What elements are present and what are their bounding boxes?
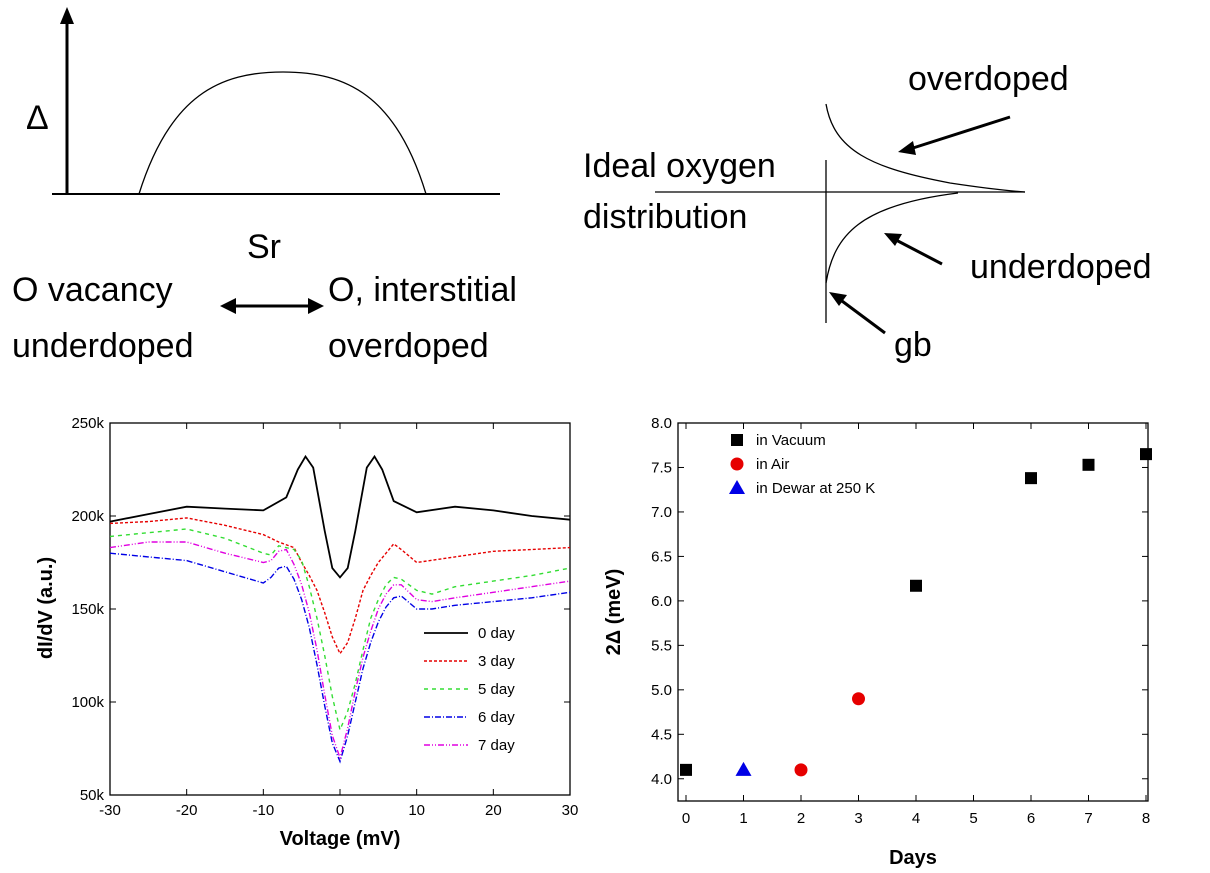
overdoped-arrow-line <box>912 115 1011 150</box>
didv-y-tick-label: 250k <box>71 415 104 432</box>
gap-y-tick-label: 7.0 <box>651 504 672 521</box>
gap-point-triangle <box>735 761 752 776</box>
right-label-2: overdoped <box>328 327 489 365</box>
didv-x-tick-label: 10 <box>408 802 425 819</box>
overdoped-curve <box>825 103 1026 193</box>
gap-x-tick-label: 1 <box>739 810 747 827</box>
didv-x-tick-label: -20 <box>176 802 198 819</box>
gap-x-tick-label: 5 <box>969 810 977 827</box>
dist-label-2: distribution <box>583 198 747 236</box>
didv-series-line-5-day <box>109 528 571 733</box>
gb-arrow-line <box>841 299 886 335</box>
dome-schematic: Δ Sr O vacancy underdoped O, interstitia… <box>12 7 517 365</box>
gap-y-tick-label: 5.5 <box>651 637 672 654</box>
didv-y-tick-label: 150k <box>71 601 104 618</box>
gap-vs-days-chart: 0 1 2 3 4 5 6 7 8 4.0 4.5 5.0 5.5 6.0 6.5 7.0 7.5 8.0 in… <box>603 415 1152 869</box>
gap-x-tick-label: 8 <box>1142 810 1150 827</box>
didv-legend-label: 0 day <box>478 625 515 642</box>
gap-plot-frame <box>677 422 1149 802</box>
didv-series-line-3-day <box>109 517 571 656</box>
gap-series <box>680 448 1152 777</box>
gap-point-circle <box>852 692 865 706</box>
didv-x-tick-label: 0 <box>336 802 344 819</box>
gb-arrow-head <box>829 292 847 306</box>
underdoped-arrow-head <box>884 233 902 246</box>
didv-series-line-7-day <box>109 541 571 761</box>
gap-point-square <box>910 579 922 592</box>
gap-legend: in Vacuum in Air in Dewar at 250 K <box>729 432 875 497</box>
gap-y-tick-label: 6.5 <box>651 548 672 565</box>
didv-legend-label: 5 day <box>478 681 515 698</box>
gap-y-axis-label: 2Δ (meV) <box>603 569 625 656</box>
underdoped-curve <box>825 192 959 284</box>
didv-y-tick-label: 50k <box>80 787 105 804</box>
gap-legend-label: in Dewar at 250 K <box>756 480 875 497</box>
gap-y-ticks: 4.0 4.5 5.0 5.5 6.0 6.5 7.0 7.5 8.0 <box>651 415 1148 788</box>
didv-legend: 0 day 3 day 5 day 6 day 7 day <box>424 625 515 754</box>
didv-x-tick-label: -10 <box>252 802 274 819</box>
didv-y-tick-label: 100k <box>71 694 104 711</box>
left-label-2: underdoped <box>12 327 194 365</box>
didv-x-axis-label: Voltage (mV) <box>280 828 401 850</box>
gap-y-tick-label: 4.0 <box>651 771 672 788</box>
didv-series-line-0-day <box>109 454 571 579</box>
gap-x-tick-label: 0 <box>682 810 690 827</box>
gap-x-axis-label: Days <box>889 847 937 869</box>
gap-point-square <box>680 763 692 776</box>
right-label-1: O, interstitial <box>328 271 517 309</box>
gap-y-tick-label: 6.0 <box>651 593 672 610</box>
didv-legend-label: 3 day <box>478 653 515 670</box>
didv-y-tick-label: 200k <box>71 508 104 525</box>
didv-legend-label: 7 day <box>478 737 515 754</box>
didv-x-tick-label: 30 <box>562 802 579 819</box>
gap-x-tick-label: 2 <box>797 810 805 827</box>
dome-curve <box>138 71 427 195</box>
gap-legend-marker <box>730 457 744 471</box>
didv-y-axis-label: dI/dV (a.u.) <box>35 557 57 659</box>
double-arrow-left-head <box>220 298 236 314</box>
gap-legend-label: in Air <box>756 456 789 473</box>
dome-x-label: Sr <box>247 228 281 266</box>
dist-label-1: Ideal oxygen <box>583 147 776 185</box>
oxygen-distribution-schematic: Ideal oxygen distribution overdoped unde… <box>583 60 1152 364</box>
gap-legend-label: in Vacuum <box>756 432 826 449</box>
didv-legend-label: 6 day <box>478 709 515 726</box>
gap-y-tick-label: 7.5 <box>651 459 672 476</box>
gap-point-square <box>1025 472 1037 485</box>
gap-x-tick-label: 6 <box>1027 810 1035 827</box>
gap-y-tick-label: 8.0 <box>651 415 672 432</box>
left-label-1: O vacancy <box>12 271 173 309</box>
underdoped-arrow-line <box>895 238 943 266</box>
didv-y-ticks: 50k 100k 150k 200k 250k <box>71 415 570 804</box>
gap-point-circle <box>794 763 808 777</box>
didv-chart: -30 -20 -10 0 10 20 30 50k 100k 150k 200k 250k 0 d… <box>35 415 578 850</box>
gap-legend-marker <box>731 434 743 446</box>
dome-y-axis-arrowhead <box>60 7 74 24</box>
gap-x-tick-label: 7 <box>1084 810 1092 827</box>
didv-x-tick-label: -30 <box>99 802 121 819</box>
overdoped-label: overdoped <box>908 60 1069 98</box>
didv-series-line-6-day <box>109 552 571 764</box>
gap-x-tick-label: 3 <box>854 810 862 827</box>
didv-x-tick-label: 20 <box>485 802 502 819</box>
double-arrow-right-head <box>308 298 324 314</box>
underdoped-label: underdoped <box>970 248 1152 286</box>
gap-point-square <box>1140 448 1152 461</box>
gap-point-square <box>1082 458 1095 471</box>
gb-label: gb <box>894 326 932 364</box>
gap-x-ticks: 0 1 2 3 4 5 6 7 8 <box>682 423 1150 827</box>
gap-symbol: Δ <box>26 99 49 137</box>
gap-y-tick-label: 4.5 <box>651 726 672 743</box>
didv-series <box>109 454 571 764</box>
didv-x-ticks: -30 -20 -10 0 10 20 30 <box>99 423 578 819</box>
gap-x-tick-label: 4 <box>912 810 920 827</box>
gap-y-tick-label: 5.0 <box>651 682 672 699</box>
gap-legend-marker <box>729 480 745 494</box>
overdoped-arrow-head <box>898 141 916 155</box>
